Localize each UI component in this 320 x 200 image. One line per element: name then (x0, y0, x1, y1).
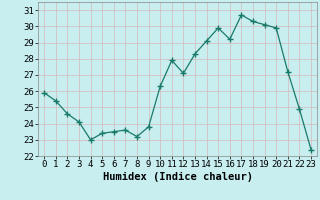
X-axis label: Humidex (Indice chaleur): Humidex (Indice chaleur) (103, 172, 252, 182)
